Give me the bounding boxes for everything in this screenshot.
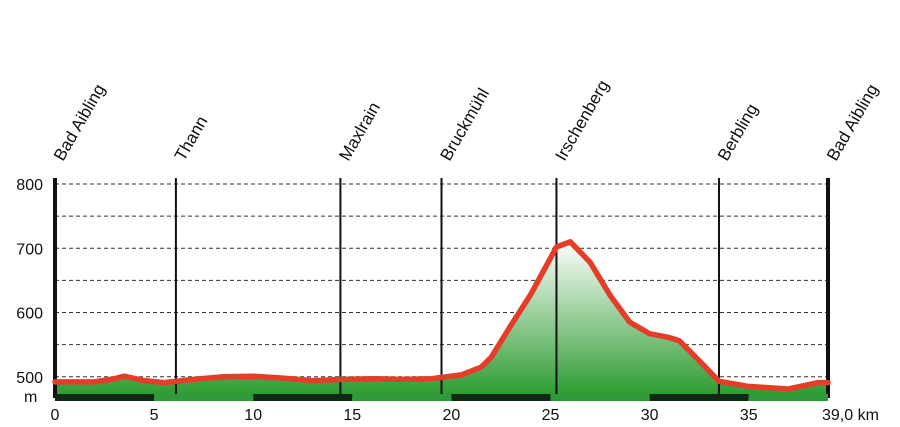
x-tick-label: 15 <box>343 407 361 424</box>
y-tick-label: 600 <box>16 306 43 323</box>
distance-scale-segment <box>352 394 452 401</box>
place-label: Bad Aibling <box>823 81 882 164</box>
distance-scale-segment <box>748 394 828 401</box>
distance-scale-segment <box>649 394 749 401</box>
y-unit-label: m <box>24 389 37 406</box>
place-label: Bad Aibling <box>50 81 109 164</box>
x-tick-label: 30 <box>641 407 659 424</box>
y-tick-label: 500 <box>16 370 43 387</box>
area-fill-group <box>55 241 828 398</box>
elevation-area <box>55 241 828 398</box>
x-tick-label: 0 <box>51 407 60 424</box>
x-tick-label: 25 <box>542 407 560 424</box>
distance-scale-segment <box>253 394 353 401</box>
distance-scale-segment <box>451 394 551 401</box>
place-label: Berbling <box>714 100 762 164</box>
x-tick-label: 39,0 km <box>822 407 879 424</box>
x-tick-label: 10 <box>244 407 262 424</box>
place-label: Maxlrain <box>335 99 384 164</box>
distance-scale-segment <box>550 394 650 401</box>
place-label: Thann <box>171 113 212 164</box>
y-tick-label: 700 <box>16 241 43 258</box>
distance-scale-segment <box>154 394 254 401</box>
axes <box>55 394 828 401</box>
place-label: Irschenberg <box>551 77 612 164</box>
place-label: Bruckmühl <box>437 85 494 164</box>
place-markers <box>53 178 830 398</box>
distance-scale-segment <box>55 394 155 401</box>
x-tick-label: 20 <box>443 407 461 424</box>
x-tick-label: 35 <box>740 407 758 424</box>
labels: Bad Aibling Thann Maxlrain Bruckmühl Irschen… <box>16 77 882 424</box>
elevation-line-group <box>52 239 831 392</box>
y-tick-label: 800 <box>16 177 43 194</box>
x-tick-label: 5 <box>150 407 159 424</box>
elevation-line <box>52 239 831 392</box>
